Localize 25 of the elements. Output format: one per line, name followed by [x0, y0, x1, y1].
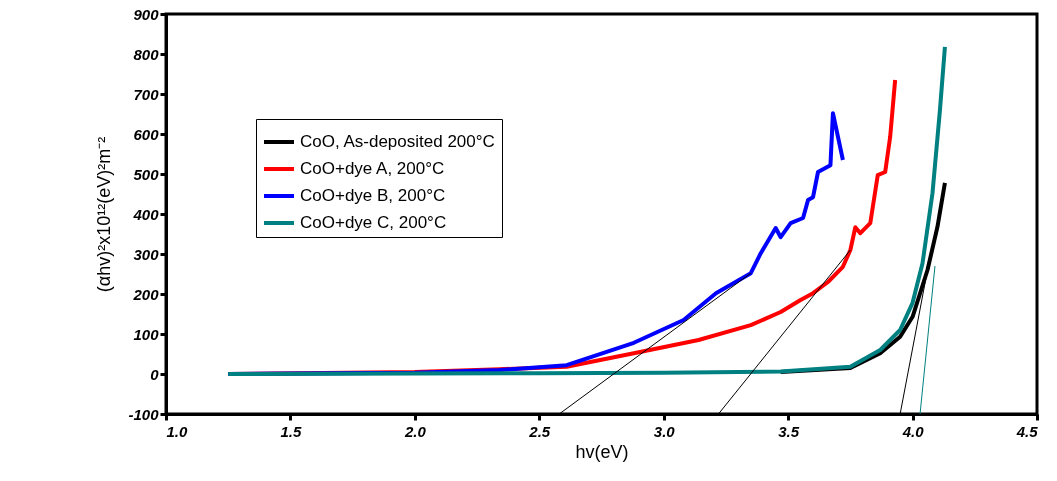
x-tick-label: 1.0 — [166, 422, 189, 440]
y-tick-label: 400 — [132, 205, 160, 223]
x-tick-label: 3.5 — [778, 422, 800, 440]
y-tick-label: 500 — [133, 165, 160, 183]
x-tick-label: 4.5 — [1015, 422, 1039, 440]
y-tick-label: 700 — [133, 85, 160, 103]
y-axis-title: (αhv)²x10¹²(eV)²m⁻² — [94, 136, 115, 293]
y-tick-label: 100 — [133, 325, 160, 343]
legend-label: CoO+dye A, 200°C — [300, 159, 445, 178]
y-tick-label: 200 — [132, 285, 160, 303]
legend-label: CoO, As-deposited 200°C — [300, 132, 495, 151]
x-tick-label: 3.0 — [653, 422, 676, 440]
x-tick-label: 2.5 — [528, 422, 551, 440]
legend-label: CoO+dye C, 200°C — [300, 213, 447, 232]
x-tick-label: 4.0 — [901, 422, 925, 440]
x-tick-label: 2.0 — [403, 422, 427, 440]
x-axis-title: hv(eV) — [575, 441, 629, 462]
x-tick-label: 1.5 — [280, 422, 303, 440]
y-tick-label: 300 — [133, 245, 160, 263]
legend-label: CoO+dye B, 200°C — [300, 186, 446, 205]
y-tick-label: 800 — [133, 45, 160, 63]
y-tick-label: 600 — [133, 125, 160, 143]
y-tick-label: 0 — [150, 365, 160, 383]
y-tick-label: 900 — [133, 5, 160, 23]
y-tick-label: -100 — [128, 405, 160, 423]
